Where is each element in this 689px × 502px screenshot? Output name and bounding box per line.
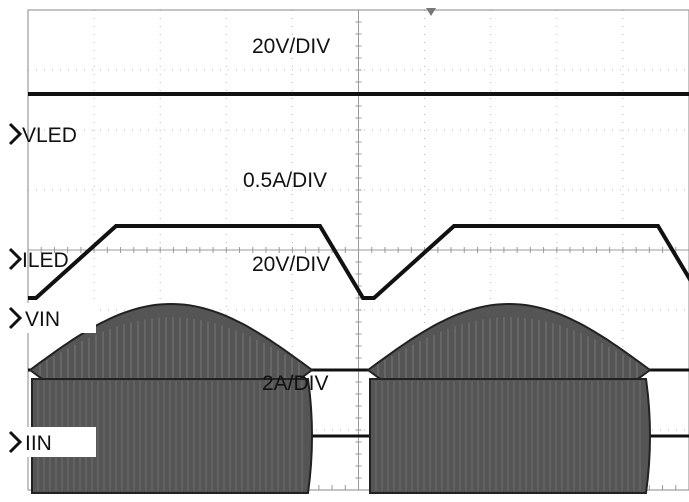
- iin-scale-label: 2A/DIV: [262, 372, 329, 395]
- iled-trace: [28, 224, 689, 300]
- vled-channel-label: VLED: [22, 124, 77, 147]
- vled-channel-marker: VLED: [8, 122, 77, 147]
- graticule-border: [27, 9, 689, 491]
- graticule: [27, 9, 689, 491]
- iled-scale-label: 0.5A/DIV: [243, 169, 327, 192]
- vled-scale-label: 20V/DIV: [252, 35, 330, 58]
- vin-channel-marker: VIN: [8, 303, 96, 333]
- iin-channel-label: IIN: [25, 432, 52, 455]
- iled-channel-label: ILED: [22, 249, 69, 272]
- iin-channel-marker: IIN: [8, 427, 96, 457]
- vin-channel-label: VIN: [25, 308, 60, 331]
- trace-layer: [28, 92, 689, 494]
- vin-scale-label: 20V/DIV: [252, 253, 330, 276]
- iled-channel-marker: ILED: [8, 247, 69, 272]
- trigger-marker: [426, 8, 436, 16]
